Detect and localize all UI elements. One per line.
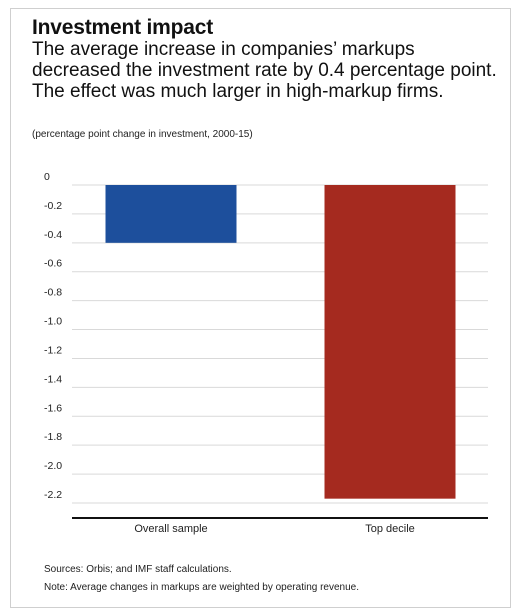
chart-subtitle: The average increase in companies’ marku… (32, 39, 497, 102)
y-tick-label: -0.4 (44, 229, 62, 241)
y-tick-label: -1.2 (44, 344, 62, 356)
unit-note: (percentage point change in investment, … (32, 129, 253, 140)
y-tick-label: -1.6 (44, 402, 62, 414)
y-tick-label: -1.4 (44, 373, 62, 385)
y-tick-label: -0.6 (44, 258, 62, 270)
y-tick-label: -0.8 (44, 287, 62, 299)
sources-note: Sources: Orbis; and IMF staff calculatio… (44, 564, 232, 575)
footnote: Note: Average changes in markups are wei… (44, 582, 360, 593)
y-tick-label: -2.0 (44, 460, 62, 472)
bars (105, 185, 456, 499)
y-axis-labels: 0 -0.2 -0.4 -0.6 -0.8 -1.0 -1.2 -1.4 -1.6 -1.8 -2.… (44, 171, 62, 501)
x-axis-labels: Overall sample Top decile (134, 523, 414, 535)
y-tick-label: -1.8 (44, 431, 62, 443)
x-tick-label: Top decile (365, 523, 415, 535)
bar-top-decile (324, 185, 456, 499)
bar-overall-sample (105, 185, 237, 243)
y-tick-label: 0 (44, 171, 50, 183)
x-tick-label: Overall sample (134, 523, 207, 535)
chart-title: Investment impact (32, 16, 213, 39)
y-tick-label: -1.0 (44, 316, 62, 328)
y-tick-label: -0.2 (44, 200, 62, 212)
y-tick-label: -2.2 (44, 489, 62, 501)
